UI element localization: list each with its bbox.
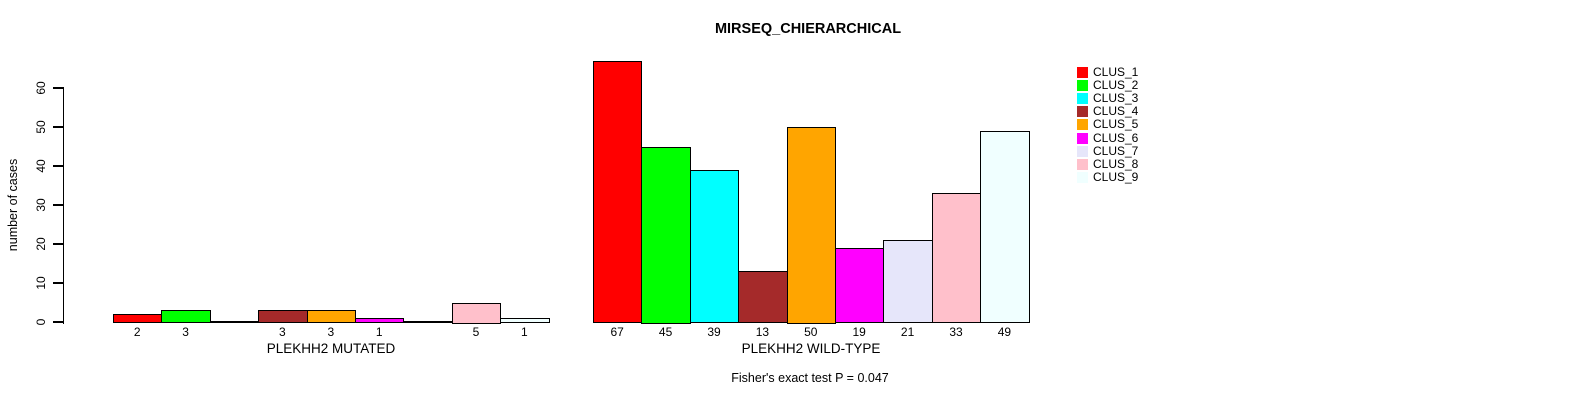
legend-row: CLUS_4 <box>1077 105 1138 118</box>
bar-value-label: 1 <box>521 325 528 339</box>
bar-clus_2 <box>161 310 211 324</box>
legend-swatch-clus_9 <box>1077 171 1088 183</box>
y-axis-tick-label: 30 <box>34 198 48 212</box>
bar-value-label: 50 <box>804 325 818 339</box>
y-axis-tick <box>53 282 64 284</box>
y-axis-tick-label: 60 <box>34 81 48 95</box>
y-axis-tick-label: 10 <box>34 276 48 290</box>
bar-clus_6 <box>355 318 405 324</box>
legend-label: CLUS_7 <box>1093 143 1139 158</box>
bar-value-label: 39 <box>707 325 721 339</box>
bar-clus_1 <box>113 314 163 324</box>
bar-clus_1 <box>593 60 643 324</box>
legend-label: CLUS_5 <box>1093 117 1139 132</box>
y-axis-tick-label: 20 <box>34 237 48 251</box>
legend-label: CLUS_1 <box>1093 65 1139 80</box>
y-axis-line <box>62 88 64 324</box>
fisher-test-annotation: Fisher's exact test P = 0.047 <box>731 371 889 385</box>
y-axis-tick <box>53 321 64 323</box>
legend-row: CLUS_1 <box>1077 66 1138 79</box>
legend-label: CLUS_6 <box>1093 130 1139 145</box>
legend-row: CLUS_8 <box>1077 156 1139 171</box>
legend-row: CLUS_7 <box>1077 143 1139 158</box>
bar-clus_8 <box>451 302 502 324</box>
bar-clus_6 <box>835 247 885 324</box>
y-axis-tick <box>53 87 64 89</box>
legend-swatch-clus_7 <box>1077 145 1088 157</box>
bar-clus_2 <box>641 146 691 324</box>
bar-clus_7 <box>883 240 933 324</box>
zero-bar-clus_3 <box>209 321 260 323</box>
legend: CLUS_1 CLUS_2 CLUS_3 CLUS_4 CLUS_5 CLUS_6 CLUS… <box>1077 66 1138 184</box>
bar-clus_5 <box>786 127 836 324</box>
bar-value-label: 3 <box>279 325 286 339</box>
x-axis-label-wild-type: PLEKHH2 WILD-TYPE <box>741 341 881 356</box>
bar-value-label: 19 <box>852 325 866 339</box>
bar-value-label: 5 <box>472 325 480 339</box>
legend-row: CLUS_3 <box>1077 92 1138 105</box>
y-axis-tick <box>53 165 64 167</box>
x-axis-label-mutated: PLEKHH2 MUTATED <box>266 341 396 356</box>
y-axis-tick-label: 50 <box>34 120 48 134</box>
bar-clus_8 <box>931 193 982 324</box>
legend-swatch-clus_5 <box>1077 119 1088 131</box>
bar-value-label: 3 <box>327 325 335 339</box>
legend-swatch-clus_6 <box>1077 132 1088 144</box>
bar-value-label: 3 <box>182 325 189 339</box>
bar-value-label: 21 <box>900 325 915 339</box>
bar-clus_3 <box>689 169 740 324</box>
legend-row: CLUS_5 <box>1077 118 1138 131</box>
y-axis-tick <box>53 204 64 206</box>
legend-label: CLUS_4 <box>1093 104 1139 119</box>
bar-clus_4 <box>258 310 308 324</box>
legend-swatch-clus_4 <box>1077 106 1088 118</box>
zero-bar-clus_7 <box>403 321 453 323</box>
y-axis-label: number of cases <box>6 158 20 252</box>
legend-label: CLUS_3 <box>1093 91 1139 106</box>
bar-value-label: 45 <box>658 325 673 339</box>
legend-row: CLUS_9 <box>1077 169 1139 184</box>
chart-title: MIRSEQ_CHIERARCHICAL <box>714 21 902 37</box>
y-axis-tick <box>53 126 64 128</box>
legend-row: CLUS_6 <box>1077 131 1138 144</box>
bar-value-label: 33 <box>949 325 963 339</box>
legend-row: CLUS_2 <box>1077 79 1138 92</box>
y-axis-tick-label: 40 <box>34 159 48 173</box>
bar-clus_9 <box>980 130 1030 324</box>
y-axis-tick-label: 0 <box>34 318 48 326</box>
y-axis-tick <box>53 243 64 245</box>
legend-label: CLUS_2 <box>1093 78 1139 93</box>
legend-swatch-clus_2 <box>1077 80 1088 92</box>
bar-value-label: 13 <box>755 325 770 339</box>
bar-clus_5 <box>306 310 356 324</box>
legend-label: CLUS_8 <box>1093 156 1139 171</box>
bar-clus_4 <box>738 271 788 324</box>
bar-clus_9 <box>500 318 550 324</box>
legend-swatch-clus_3 <box>1077 93 1088 105</box>
legend-swatch-clus_8 <box>1077 158 1088 170</box>
legend-swatch-clus_1 <box>1077 67 1088 79</box>
bar-value-label: 67 <box>610 325 624 339</box>
bar-value-label: 2 <box>133 325 141 339</box>
legend-label: CLUS_9 <box>1093 169 1139 184</box>
bar-value-label: 49 <box>997 325 1012 339</box>
bar-value-label: 1 <box>375 325 383 339</box>
